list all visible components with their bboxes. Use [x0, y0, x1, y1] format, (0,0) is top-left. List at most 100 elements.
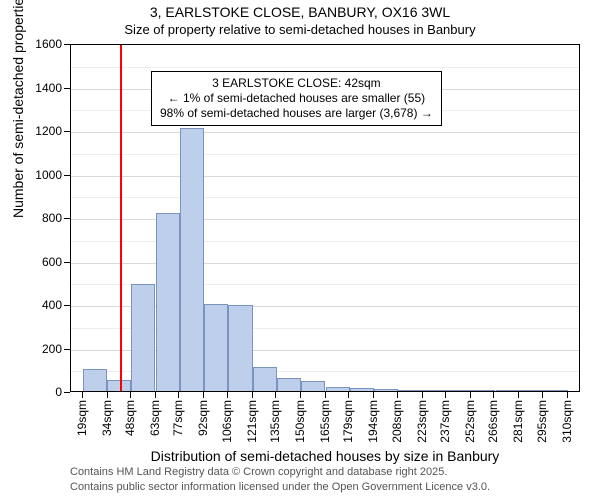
- y-tick-label: 1000: [35, 168, 62, 182]
- x-tick: [445, 392, 446, 398]
- x-tick: [252, 392, 253, 398]
- histogram-bar: [544, 390, 568, 391]
- x-tick: [518, 392, 519, 398]
- y-tick-label: 1600: [35, 37, 62, 51]
- footer-line-2: Contains public sector information licen…: [70, 480, 490, 494]
- y-grid-line: [71, 67, 579, 68]
- x-tick-label: 165sqm: [318, 400, 332, 443]
- x-tick-label: 150sqm: [293, 400, 307, 443]
- x-tick: [373, 392, 374, 398]
- histogram-bar: [423, 390, 447, 391]
- histogram-bar: [398, 390, 422, 391]
- x-tick-label: 77sqm: [171, 400, 185, 436]
- y-tick: [64, 305, 70, 306]
- histogram-bar: [520, 390, 544, 391]
- y-tick-label: 800: [42, 211, 62, 225]
- x-tick: [178, 392, 179, 398]
- y-tick-label: 1400: [35, 81, 62, 95]
- x-axis-label: Distribution of semi-detached houses by …: [151, 448, 500, 464]
- x-tick-label: 208sqm: [390, 400, 404, 443]
- x-tick: [203, 392, 204, 398]
- y-tick-label: 400: [42, 298, 62, 312]
- y-grid-line: [71, 263, 579, 264]
- y-tick-label: 1200: [35, 124, 62, 138]
- marker-line: [120, 45, 122, 391]
- histogram-bar: [447, 390, 471, 391]
- x-tick: [422, 392, 423, 398]
- x-tick-label: 266sqm: [486, 400, 500, 443]
- histogram-bar: [471, 390, 495, 391]
- x-tick: [470, 392, 471, 398]
- x-tick-label: 310sqm: [560, 400, 574, 443]
- histogram-bar: [180, 128, 204, 391]
- histogram-bar: [496, 390, 520, 391]
- annotation-line-2: ← 1% of semi-detached houses are smaller…: [160, 91, 433, 106]
- x-tick-label: 223sqm: [415, 400, 429, 443]
- x-tick-label: 194sqm: [366, 400, 380, 443]
- histogram-bar: [228, 305, 252, 391]
- y-grid-line: [71, 219, 579, 220]
- x-tick: [155, 392, 156, 398]
- x-tick-label: 237sqm: [438, 400, 452, 443]
- histogram-bar: [83, 369, 107, 391]
- y-tick: [64, 349, 70, 350]
- y-grid-line: [71, 197, 579, 198]
- footer-line-1: Contains HM Land Registry data © Crown c…: [70, 465, 490, 479]
- histogram-bar: [156, 213, 180, 391]
- x-tick: [227, 392, 228, 398]
- y-tick-label: 600: [42, 255, 62, 269]
- annotation-line-1: 3 EARLSTOKE CLOSE: 42sqm: [160, 76, 433, 91]
- x-tick: [325, 392, 326, 398]
- histogram-bar: [350, 388, 374, 391]
- y-tick-label: 200: [42, 342, 62, 356]
- x-tick-label: 295sqm: [535, 400, 549, 443]
- y-grid-line: [71, 132, 579, 133]
- x-tick-label: 121sqm: [245, 400, 259, 443]
- x-tick-label: 281sqm: [511, 400, 525, 443]
- y-tick: [64, 44, 70, 45]
- x-tick-label: 135sqm: [268, 400, 282, 443]
- x-tick-container: 19sqm 34sqm 48sqm 63sqm 77sqm 92sqm 106sqm 121s…: [70, 392, 580, 452]
- x-tick: [275, 392, 276, 398]
- x-tick: [567, 392, 568, 398]
- y-tick: [64, 175, 70, 176]
- x-tick-label: 63sqm: [148, 400, 162, 436]
- y-grid-line: [71, 176, 579, 177]
- x-tick-label: 92sqm: [196, 400, 210, 436]
- histogram-bar: [301, 381, 325, 391]
- x-tick-label: 179sqm: [341, 400, 355, 443]
- x-tick: [82, 392, 83, 398]
- x-tick: [130, 392, 131, 398]
- y-tick-label: 0: [55, 385, 62, 399]
- y-tick: [64, 88, 70, 89]
- annotation-box: 3 EARLSTOKE CLOSE: 42sqm← 1% of semi-det…: [151, 71, 442, 126]
- x-tick: [107, 392, 108, 398]
- x-tick-label: 106sqm: [220, 400, 234, 443]
- histogram-bar: [253, 367, 277, 391]
- histogram-plot: 3 EARLSTOKE CLOSE: 42sqm← 1% of semi-det…: [70, 44, 580, 392]
- y-tick: [64, 262, 70, 263]
- footer: Contains HM Land Registry data © Crown c…: [70, 465, 490, 494]
- x-tick: [348, 392, 349, 398]
- histogram-bar: [204, 304, 228, 391]
- plot-border: 3 EARLSTOKE CLOSE: 42sqm← 1% of semi-det…: [70, 44, 580, 392]
- histogram-bar: [131, 284, 155, 391]
- title-line-2: Size of property relative to semi-detach…: [0, 22, 600, 37]
- x-tick: [542, 392, 543, 398]
- annotation-line-3: 98% of semi-detached houses are larger (…: [160, 106, 433, 121]
- x-tick-label: 48sqm: [123, 400, 137, 436]
- x-tick-label: 252sqm: [463, 400, 477, 443]
- y-tick: [64, 131, 70, 132]
- title-line-1: 3, EARLSTOKE CLOSE, BANBURY, OX16 3WL: [0, 4, 600, 20]
- x-tick-label: 19sqm: [75, 400, 89, 436]
- histogram-bar: [326, 387, 350, 391]
- histogram-bar: [374, 389, 398, 391]
- y-grid-line: [71, 241, 579, 242]
- y-grid-line: [71, 154, 579, 155]
- y-tick: [64, 218, 70, 219]
- histogram-bar: [277, 378, 301, 391]
- x-tick: [493, 392, 494, 398]
- x-tick: [300, 392, 301, 398]
- x-tick-label: 34sqm: [100, 400, 114, 436]
- x-tick: [397, 392, 398, 398]
